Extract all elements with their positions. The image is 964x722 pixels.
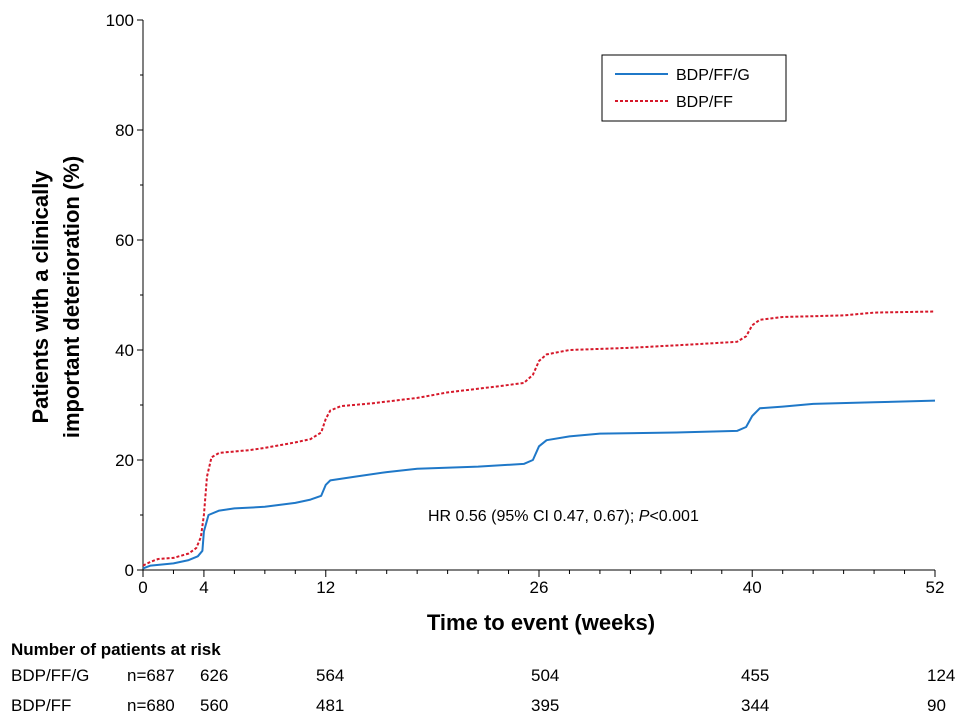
- y-tick-label: 0: [125, 561, 134, 580]
- y-axis-title-line1: Patients with a clinically: [28, 170, 53, 424]
- x-tick-label: 52: [926, 578, 945, 597]
- legend-label-bdp-ff-g: BDP/FF/G: [676, 67, 750, 84]
- x-tick-labels: 0 4 12 26 40 52: [138, 578, 944, 597]
- legend-label-bdp-ff: BDP/FF: [676, 94, 733, 111]
- series-lines: [142, 310, 936, 570]
- y-tick-label: 40: [115, 341, 134, 360]
- y-axis-title-line2: important deterioration (%): [59, 156, 84, 438]
- x-tick-label: 12: [316, 578, 335, 597]
- series-line-bdp-ff: [142, 310, 936, 567]
- y-tick-label: 20: [115, 451, 134, 470]
- y-tick-label: 100: [106, 11, 134, 30]
- x-tick-label: 4: [199, 578, 208, 597]
- p-value: <0.001: [649, 508, 698, 525]
- hr-text: HR 0.56 (95% CI 0.47, 0.67);: [428, 508, 639, 525]
- y-tick-labels: 0 20 40 60 80 100: [106, 11, 134, 580]
- p-italic: P: [639, 508, 650, 525]
- y-tick-label: 60: [115, 231, 134, 250]
- legend-box: [601, 54, 787, 122]
- y-tick-label: 80: [115, 121, 134, 140]
- hazard-ratio-annotation: HR 0.56 (95% CI 0.47, 0.67); P<0.001: [428, 508, 699, 525]
- axes: [137, 19, 936, 577]
- x-tick-label: 0: [138, 578, 147, 597]
- x-axis-title: Time to event (weeks): [427, 610, 655, 635]
- legend: BDP/FF/G BDP/FF: [601, 54, 787, 122]
- x-tick-label: 26: [530, 578, 549, 597]
- x-tick-label: 40: [743, 578, 762, 597]
- series-line-bdp-ff-g: [142, 399, 936, 570]
